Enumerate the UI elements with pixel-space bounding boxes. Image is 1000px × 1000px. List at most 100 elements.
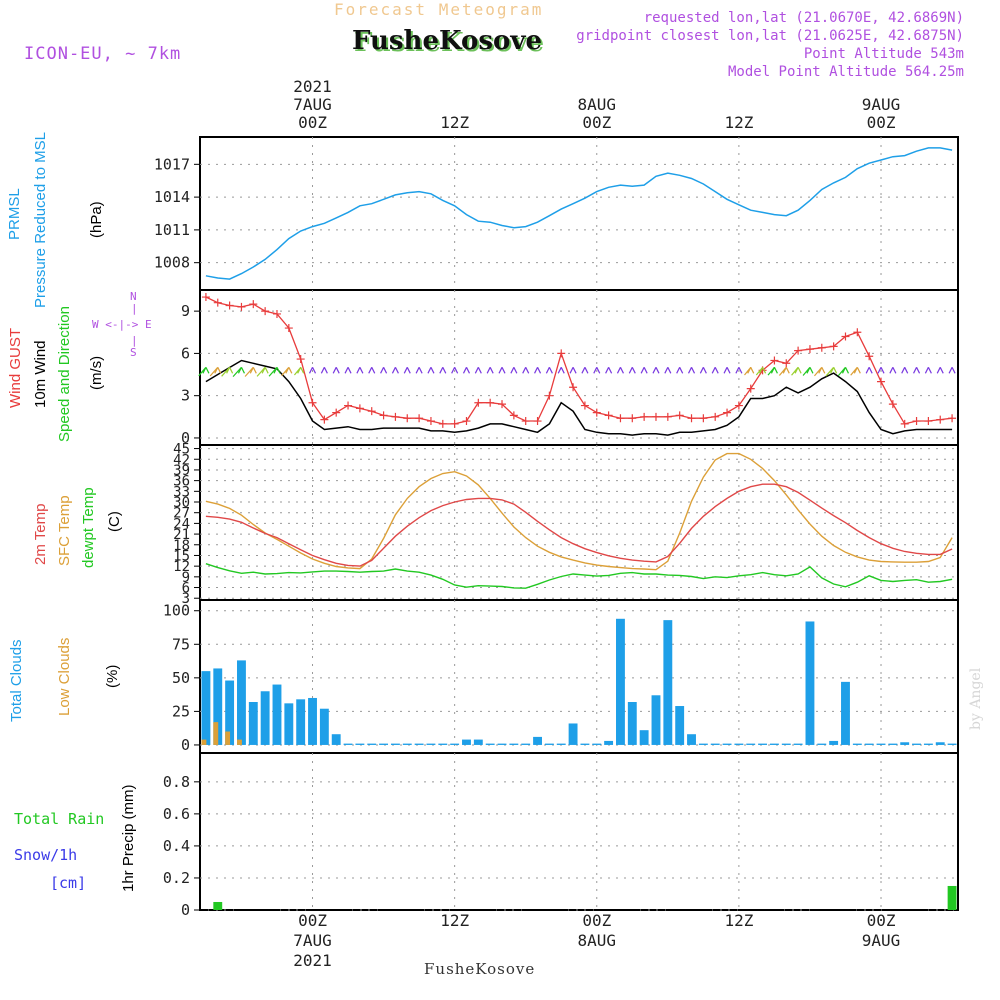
- wind-direction-arrow: [268, 366, 281, 377]
- top-time-label: 2021: [293, 77, 332, 96]
- y-tick-label: 0.2: [163, 869, 190, 887]
- gust-marker: [557, 349, 566, 358]
- gust-marker: [841, 332, 850, 341]
- compass-s: S: [130, 346, 137, 359]
- panel-frame-0: [199, 136, 959, 291]
- wind-direction-arrow: [581, 367, 589, 374]
- wind-direction-arrow: [510, 367, 518, 374]
- compass-we: W <-|-> E: [92, 318, 152, 331]
- y-tick-label: 0.6: [163, 805, 190, 823]
- total-cloud-bar: [390, 743, 400, 745]
- wind-direction-arrow: [293, 366, 305, 376]
- gust-marker: [853, 328, 862, 337]
- total-cloud-bar: [841, 681, 850, 745]
- total-cloud-bar: [616, 618, 625, 745]
- gust-marker: [355, 404, 364, 413]
- gust-marker: [699, 414, 708, 423]
- total-cloud-bar: [355, 743, 365, 745]
- total-cloud-bar: [497, 743, 507, 745]
- gust-marker: [509, 411, 518, 420]
- total-cloud-bar: [900, 742, 910, 745]
- gust-marker: [379, 411, 388, 420]
- wind-direction-arrow: [723, 367, 731, 374]
- wind-direction-arrow: [767, 366, 778, 376]
- total-cloud-bar: [414, 743, 424, 745]
- gust-marker: [332, 408, 341, 417]
- total-cloud-bar: [627, 702, 637, 745]
- top-time-label: 9AUG: [862, 95, 901, 114]
- wind-direction-arrow: [744, 366, 755, 376]
- gust-marker: [498, 400, 507, 409]
- total-cloud-bar: [698, 743, 708, 745]
- y-tick-label: 6: [182, 581, 190, 597]
- product-title: Forecast Meteogram: [334, 0, 544, 19]
- gust-marker: [877, 377, 886, 386]
- wind-direction-arrow: [198, 366, 210, 377]
- total-cloud-bar: [710, 743, 720, 745]
- bottom-time-label: 00Z: [867, 911, 896, 930]
- y-tick-label: 25: [172, 702, 190, 720]
- gust-marker: [462, 417, 471, 426]
- gust-marker: [367, 407, 376, 416]
- total-cloud-bar: [201, 671, 211, 745]
- gust-marker: [533, 417, 542, 426]
- total-cloud-bar: [284, 703, 294, 745]
- total-cloud-bar: [580, 743, 590, 745]
- total-cloud-bar: [805, 621, 815, 745]
- gust-marker: [912, 417, 921, 426]
- wind-direction-arrow: [593, 367, 601, 374]
- wind-direction-arrow: [344, 367, 352, 374]
- total-cloud-bar: [544, 743, 554, 745]
- bottom-time-label: 00Z: [298, 911, 327, 930]
- gust-marker: [687, 414, 696, 423]
- total-cloud-bar: [769, 743, 779, 745]
- gust-marker: [521, 417, 530, 426]
- total-cloud-bar: [319, 708, 329, 745]
- wind-direction-arrow: [889, 367, 897, 374]
- total-cloud-bar: [864, 743, 874, 745]
- total-cloud-bar: [722, 743, 732, 745]
- panel-frame-4: [199, 752, 959, 911]
- top-time-label: 7AUG: [293, 95, 332, 114]
- wind-direction-arrow: [664, 367, 672, 374]
- wind-direction-arrow: [802, 366, 814, 376]
- gust-marker: [936, 415, 945, 424]
- total-cloud-bar: [473, 739, 483, 745]
- gust-marker: [201, 293, 210, 302]
- gust-marker: [888, 400, 897, 409]
- gust-marker: [450, 419, 459, 428]
- wind-direction-arrow: [256, 366, 269, 377]
- gust-marker: [320, 415, 329, 424]
- gust-marker: [616, 414, 625, 423]
- gust-marker: [829, 342, 838, 351]
- y-tick-label: 3: [182, 591, 190, 607]
- wind-direction-arrow: [356, 367, 364, 374]
- gust-marker: [261, 307, 270, 316]
- total-cloud-bar: [213, 668, 223, 745]
- total-cloud-bar: [379, 743, 389, 745]
- gust-marker: [569, 383, 578, 392]
- bottom-time-label: 8AUG: [578, 931, 617, 950]
- gust-marker: [438, 419, 447, 428]
- y-tick-label: 0.8: [163, 773, 190, 791]
- top-time-label: 12Z: [440, 113, 469, 132]
- wind-direction-arrow: [755, 366, 767, 376]
- wind-direction-arrow: [474, 367, 482, 374]
- gust-marker: [486, 398, 495, 407]
- gust-marker: [284, 324, 293, 333]
- y-tick-label: 100: [163, 602, 190, 620]
- wind-direction-arrow: [913, 367, 921, 374]
- gust-marker: [415, 414, 424, 423]
- y-tick-label: 39: [173, 463, 190, 479]
- gust-marker: [628, 414, 637, 423]
- total-cloud-bar: [829, 740, 839, 745]
- y-tick-label: 18: [173, 538, 190, 554]
- total-cloud-bar: [248, 702, 258, 745]
- total-cloud-bar: [533, 736, 542, 745]
- requested-point: requested lon,lat (21.0670E, 42.6869N): [643, 10, 964, 26]
- snow-label: Snow/1h: [14, 846, 78, 864]
- y-tick-label: 1008: [154, 254, 190, 272]
- gust-marker: [403, 414, 412, 423]
- wind-direction-arrow: [439, 367, 447, 374]
- gust-marker: [651, 412, 660, 421]
